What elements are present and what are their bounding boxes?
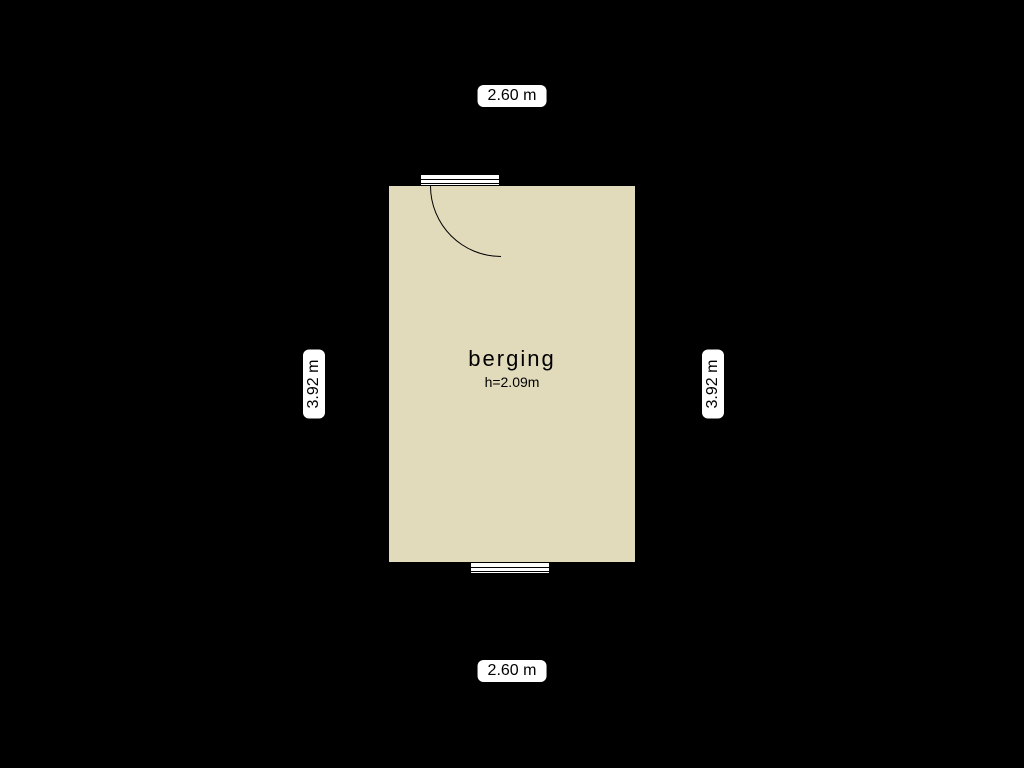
room-height-label: h=2.09m [389,374,635,390]
opening-bottom [470,562,550,574]
opening-top [420,174,500,186]
dimension-top: 2.60 m [478,85,547,107]
room-label: berging h=2.09m [389,346,635,390]
room-berging: berging h=2.09m [387,184,637,564]
room-name: berging [389,346,635,372]
floorplan-canvas: berging h=2.09m 2.60 m 2.60 m 3.92 m 3.9… [0,0,1024,768]
dimension-bottom: 2.60 m [478,660,547,682]
dimension-right: 3.92 m [702,350,724,419]
dimension-left: 3.92 m [303,350,325,419]
